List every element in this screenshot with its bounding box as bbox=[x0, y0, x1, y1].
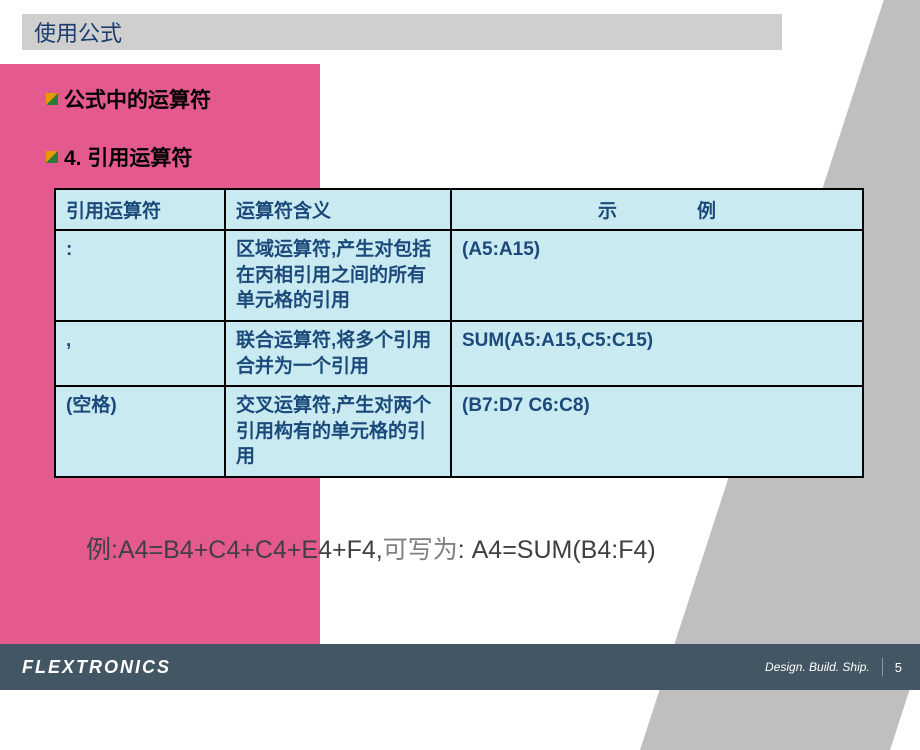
footer-right: Design. Build. Ship. 5 bbox=[765, 658, 902, 676]
table-header-row: 引用运算符 运算符含义 示例 bbox=[55, 189, 863, 230]
slide-footer: FLEXTRONICS Design. Build. Ship. 5 bbox=[0, 644, 920, 690]
table-header-meaning: 运算符含义 bbox=[225, 189, 451, 230]
footer-page-number: 5 bbox=[895, 660, 902, 675]
table-header-example: 示例 bbox=[451, 189, 863, 230]
footer-divider bbox=[882, 658, 883, 676]
table-cell-meaning: 区域运算符,产生对包括在丙相引用之间的所有单元格的引用 bbox=[225, 230, 451, 321]
subheading-operators-text: 公式中的运算符 bbox=[64, 84, 211, 114]
subheading-reference-ops-text: 4. 引用运算符 bbox=[64, 142, 192, 172]
table-row: , 联合运算符,将多个引用合并为一个引用 SUM(A5:A15,C5:C15) bbox=[55, 321, 863, 386]
slide-title-bar: 使用公式 bbox=[22, 14, 782, 50]
table-row: : 区域运算符,产生对包括在丙相引用之间的所有单元格的引用 (A5:A15) bbox=[55, 230, 863, 321]
table-cell-meaning: 联合运算符,将多个引用合并为一个引用 bbox=[225, 321, 451, 386]
table-cell-meaning: 交叉运算符,产生对两个引用构有的单元格的引用 bbox=[225, 386, 451, 477]
bullet-icon bbox=[46, 93, 58, 105]
reference-operators-table: 引用运算符 运算符含义 示例 : 区域运算符,产生对包括在丙相引用之间的所有单元… bbox=[54, 188, 864, 478]
slide-title: 使用公式 bbox=[34, 16, 122, 48]
table-cell-operator: (空格) bbox=[55, 386, 225, 477]
table-cell-operator: : bbox=[55, 230, 225, 321]
subheading-reference-ops: 4. 引用运算符 bbox=[46, 142, 890, 172]
table-cell-example: (B7:D7 C6:C8) bbox=[451, 386, 863, 477]
footer-logo: FLEXTRONICS bbox=[22, 657, 171, 678]
slide-content: 公式中的运算符 4. 引用运算符 引用运算符 运算符含义 示例 : 区域运算符,… bbox=[46, 84, 890, 478]
table-cell-example: SUM(A5:A15,C5:C15) bbox=[451, 321, 863, 386]
footer-tagline: Design. Build. Ship. bbox=[765, 660, 870, 674]
table-cell-operator: , bbox=[55, 321, 225, 386]
example-suffix: : A4=SUM(B4:F4) bbox=[458, 536, 656, 564]
table-header-operator: 引用运算符 bbox=[55, 189, 225, 230]
table-row: (空格) 交叉运算符,产生对两个引用构有的单元格的引用 (B7:D7 C6:C8… bbox=[55, 386, 863, 477]
example-gray: 可写为 bbox=[383, 536, 458, 564]
example-prefix: 例:A4=B4+C4+C4+E4+F4, bbox=[86, 536, 383, 564]
table-cell-example: (A5:A15) bbox=[451, 230, 863, 321]
bullet-icon bbox=[46, 151, 58, 163]
subheading-operators: 公式中的运算符 bbox=[46, 84, 890, 114]
example-formula-line: 例:A4=B4+C4+C4+E4+F4,可写为: A4=SUM(B4:F4) bbox=[86, 530, 880, 566]
